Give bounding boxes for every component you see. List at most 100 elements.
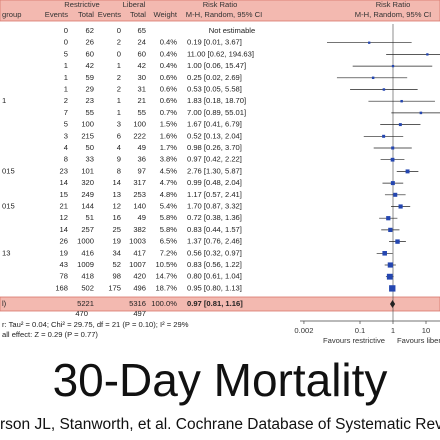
row-ci: 7.00 [0.89, 55.01] [187,108,246,117]
total-header: Total [130,10,146,19]
point-estimate [368,41,371,44]
row-ci: 1.70 [0.87, 3.32] [187,202,242,211]
row-lt: 1003 [129,237,146,246]
row-re: 0 [64,38,68,47]
weight-header: Weight [154,10,178,19]
row-ci: 1.37 [0.76, 2.46] [187,237,242,246]
row-re: 1 [64,85,68,94]
row-lt: 49 [138,213,146,222]
row-weight: 14.7% [155,272,177,281]
row-re: 7 [64,108,68,117]
row-re: 1 [64,73,68,82]
row-lt: 42 [138,61,146,70]
row-ci: 0.56 [0.32, 0.97] [187,248,242,257]
row-rt: 320 [81,178,94,187]
row-lt: 60 [138,49,146,58]
citation: rson JL, Stanworth, et al. Cochrane Data… [0,416,440,433]
total-band [0,296,440,312]
row-re: 78 [60,272,68,281]
total-lt: 5316 [129,299,146,308]
tick-label: 1 [391,326,395,335]
total-weight: 100.0% [151,299,177,308]
row-le: 0 [117,26,121,35]
row-le: 12 [113,202,121,211]
row-lt: 49 [138,143,146,152]
row-weight: 1.6% [160,131,178,140]
row-re: 26 [60,237,68,246]
header-band [0,0,440,22]
events-header: Events [45,10,68,19]
total-header: Total [78,10,94,19]
row-rt: 50 [86,143,94,152]
row-le: 0 [117,49,121,58]
row-label: 015 [2,166,15,175]
row-ci: 0.72 [0.38, 1.36] [187,213,242,222]
row-weight: 0.4% [160,61,178,70]
liberal-header: Liberal [123,0,146,9]
point-estimate [382,88,386,91]
row-lt: 100 [133,120,146,129]
row-lt: 222 [133,131,146,140]
row-re: 5 [64,120,68,129]
row-re: 1 [64,61,68,70]
overall-effect: all effect: Z = 0.29 (P = 0.77) [2,330,98,339]
row-weight: 4.7% [160,178,178,187]
point-estimate [398,204,403,209]
row-ci: 0.80 [0.61, 1.04] [187,272,242,281]
row-le: 34 [113,248,121,257]
total-events: 470 [75,309,88,318]
row-weight: 0.6% [160,73,178,82]
row-le: 52 [113,260,121,269]
total-events: 497 [133,309,146,318]
group-header: group [2,10,21,19]
row-re: 14 [60,225,68,234]
point-estimate [388,227,393,233]
row-weight: 5.4% [160,202,178,211]
row-rt: 418 [81,272,94,281]
row-lt: 1007 [129,260,146,269]
row-ci: Not estimable [209,26,255,35]
row-rt: 60 [86,49,94,58]
row-rt: 502 [81,283,94,292]
row-lt: 317 [133,178,146,187]
row-label: 015 [2,202,15,211]
row-re: 168 [55,283,68,292]
row-le: 1 [117,108,121,117]
row-lt: 496 [133,283,146,292]
plot-method-header: M-H, Random, 95% CI [355,10,431,19]
row-rt: 416 [81,248,94,257]
row-weight: 0.7% [160,108,178,117]
row-rt: 42 [86,61,94,70]
row-le: 6 [117,131,121,140]
row-re: 43 [60,260,68,269]
risk-ratio-header: Risk Ratio [203,0,238,9]
row-rt: 55 [86,108,94,117]
slide-title: 30-Day Mortality [53,354,388,406]
row-lt: 420 [133,272,146,281]
row-rt: 215 [81,131,94,140]
point-estimate [390,181,395,186]
row-lt: 21 [138,96,146,105]
point-estimate [426,53,429,56]
row-rt: 29 [86,85,94,94]
row-ci: 0.95 [0.80, 1.13] [187,283,242,292]
row-label: 1 [2,96,6,105]
row-weight: 7.2% [160,248,178,257]
row-ci: 0.53 [0.05, 5.58] [187,85,242,94]
row-le: 2 [117,85,121,94]
point-estimate [386,216,391,221]
point-estimate [389,285,396,292]
row-rt: 33 [86,155,94,164]
plot-header: Risk Ratio [376,0,411,9]
row-ci: 1.67 [0.41, 6.79] [187,120,242,129]
row-le: 2 [117,38,121,47]
row-re: 23 [60,166,68,175]
row-le: 4 [117,143,121,152]
row-re: 0 [64,26,68,35]
row-rt: 101 [81,166,94,175]
row-re: 12 [60,213,68,222]
row-weight: 3.8% [160,155,178,164]
point-estimate [391,146,395,150]
row-le: 13 [113,190,121,199]
